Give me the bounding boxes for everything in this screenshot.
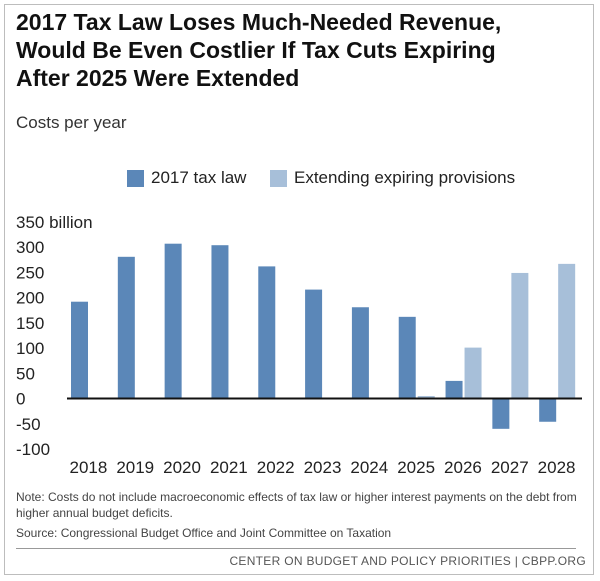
y-tick-label: 150 bbox=[16, 314, 44, 333]
y-tick-label: 200 bbox=[16, 289, 44, 308]
bar-tax-law bbox=[117, 256, 135, 399]
footer-divider bbox=[16, 548, 576, 549]
bar-tax-law bbox=[445, 380, 463, 399]
bar-extending bbox=[417, 396, 435, 399]
x-tick-label: 2021 bbox=[210, 458, 248, 477]
y-tick-label: -100 bbox=[16, 440, 50, 459]
bar-extending bbox=[464, 347, 482, 399]
y-tick-label: 0 bbox=[16, 390, 25, 409]
chart-title-line-2: Would Be Even Costlier If Tax Cuts Expir… bbox=[16, 37, 496, 63]
chart-title-line-3: After 2025 Were Extended bbox=[16, 65, 300, 91]
legend-label-tax-law: 2017 tax law bbox=[151, 168, 247, 187]
y-tick-label: 250 bbox=[16, 263, 44, 282]
x-tick-label: 2018 bbox=[69, 458, 107, 477]
y-tick-label: 100 bbox=[16, 339, 44, 358]
footer-credit: CENTER ON BUDGET AND POLICY PRIORITIES |… bbox=[223, 554, 586, 568]
legend-item-tax-law: 2017 tax law bbox=[127, 168, 246, 188]
bar-chart: 350 billion 300 250 200 150 100 50 0 -50 -100 2018… bbox=[16, 213, 582, 477]
x-tick-label: 2023 bbox=[304, 458, 342, 477]
x-tick-label: 2020 bbox=[163, 458, 201, 477]
bar-tax-law bbox=[398, 316, 416, 399]
bar-tax-law bbox=[258, 266, 276, 399]
y-tick-label: 300 bbox=[16, 238, 44, 257]
bar-tax-law bbox=[164, 243, 182, 399]
chart-frame bbox=[4, 4, 594, 575]
chart-title: 2017 Tax Law Loses Much-Needed Revenue, … bbox=[16, 8, 576, 92]
bar-tax-law bbox=[492, 398, 510, 429]
bar-tax-law bbox=[305, 289, 323, 399]
legend-item-extending: Extending expiring provisions bbox=[270, 168, 515, 188]
bar-tax-law bbox=[539, 398, 557, 422]
bar-extending bbox=[511, 272, 529, 399]
chart-subtitle: Costs per year bbox=[16, 113, 127, 132]
x-tick-label: 2026 bbox=[444, 458, 482, 477]
legend-swatch-tax-law bbox=[127, 169, 144, 187]
legend-label-extending: Extending expiring provisions bbox=[294, 168, 516, 187]
x-tick-label: 2028 bbox=[538, 458, 576, 477]
x-tick-label: 2027 bbox=[491, 458, 529, 477]
y-tick-label: 50 bbox=[16, 364, 35, 383]
bar-extending bbox=[558, 263, 576, 399]
x-tick-label: 2025 bbox=[397, 458, 435, 477]
chart-source: Source: Congressional Budget Office and … bbox=[16, 526, 392, 540]
chart-note: Note: Costs do not include macroeconomic… bbox=[16, 490, 577, 520]
x-tick-label: 2019 bbox=[116, 458, 154, 477]
x-tick-label: 2022 bbox=[257, 458, 295, 477]
bar-tax-law bbox=[211, 245, 229, 399]
x-tick-label: 2024 bbox=[350, 458, 388, 477]
chart-title-line-1: 2017 Tax Law Loses Much-Needed Revenue, bbox=[16, 9, 502, 35]
y-tick-label: -50 bbox=[16, 415, 41, 434]
bar-tax-law bbox=[71, 301, 88, 399]
legend-swatch-extending bbox=[270, 169, 287, 187]
y-tick-label: 350 billion bbox=[16, 213, 93, 232]
bar-tax-law bbox=[351, 307, 369, 399]
